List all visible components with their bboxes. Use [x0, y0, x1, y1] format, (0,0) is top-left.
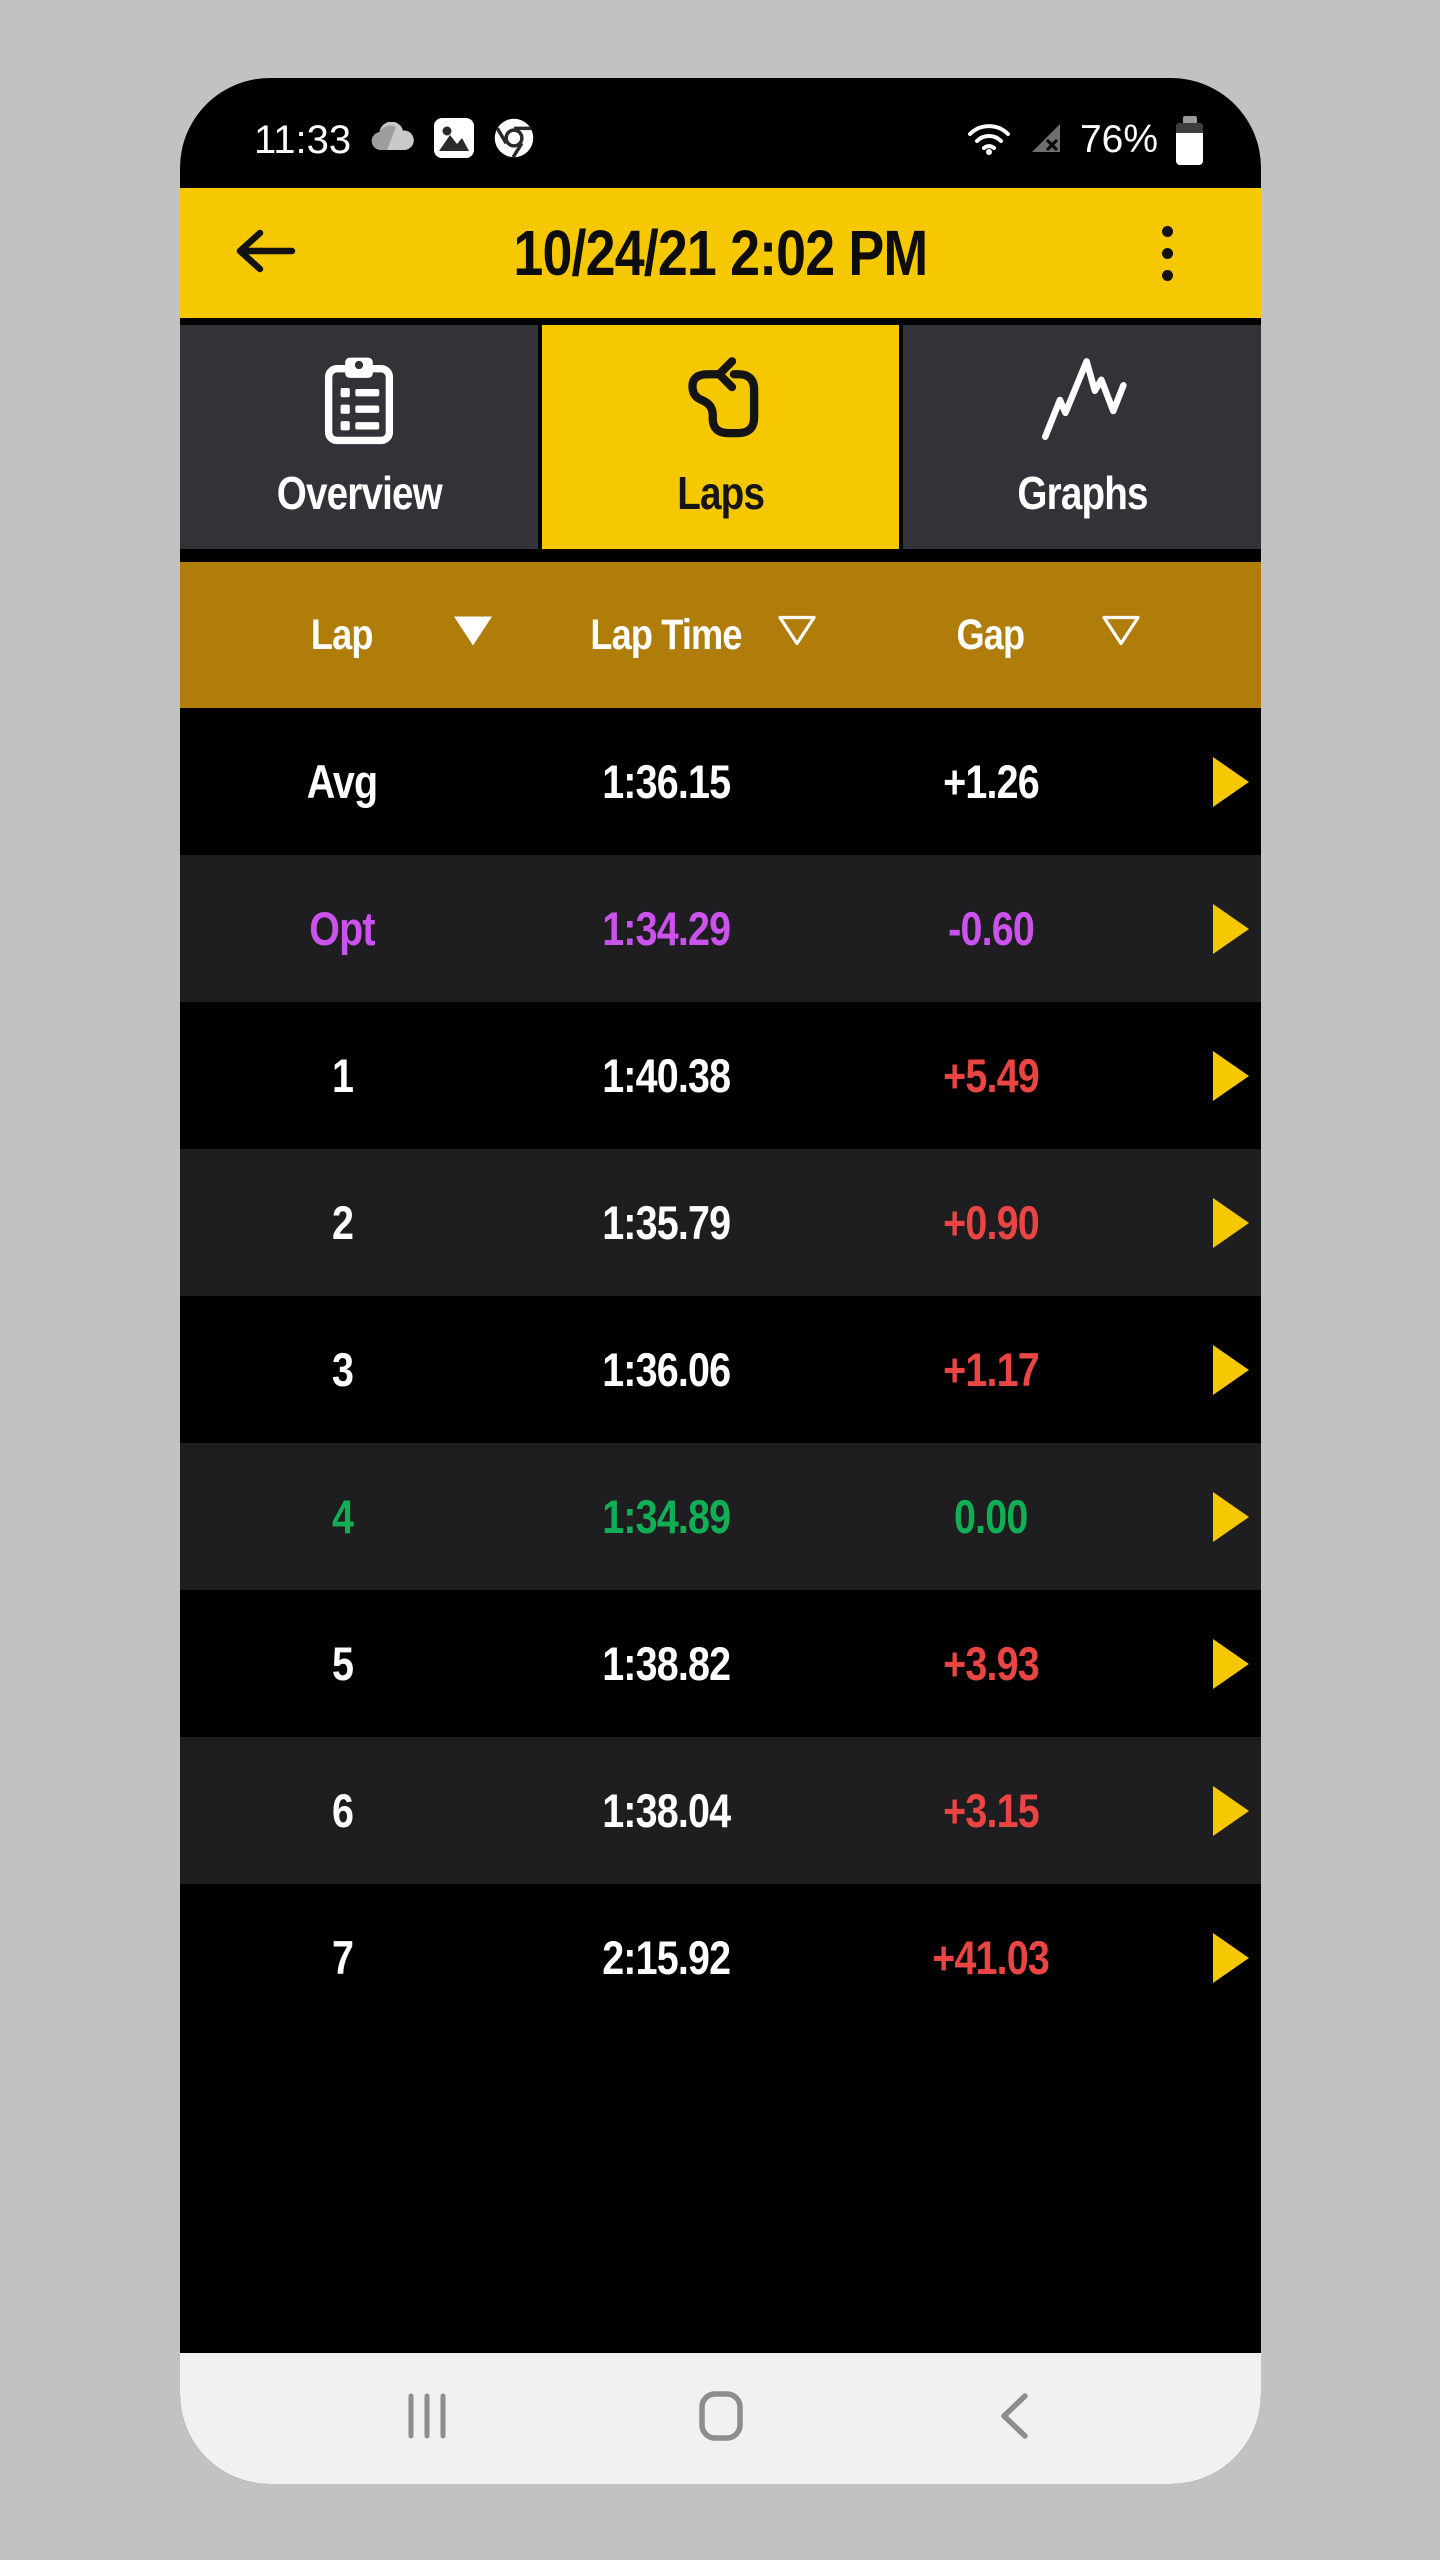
lap-label: 3 — [331, 1343, 354, 1396]
table-row-1[interactable]: 1 1:40.38 +5.49 — [180, 1002, 1261, 1149]
no-cell-signal-icon — [1030, 122, 1062, 159]
gap-value: +0.90 — [942, 1196, 1040, 1249]
gap-value: +41.03 — [932, 1931, 1050, 1984]
lap-time-value: 1:35.79 — [602, 1196, 731, 1249]
tab-label: Graphs — [1017, 467, 1148, 519]
sort-triangle-outline-icon — [1099, 611, 1143, 660]
recents-icon — [403, 2392, 451, 2445]
tab-graphs[interactable]: Graphs — [903, 325, 1261, 549]
lap-label: Avg — [306, 755, 378, 808]
table-row-2[interactable]: 2 1:35.79 +0.90 — [180, 1149, 1261, 1296]
lap-time-value: 1:38.82 — [602, 1637, 731, 1690]
gap-value: +1.26 — [942, 755, 1040, 808]
back-icon — [997, 2391, 1031, 2446]
back-arrow-icon — [232, 226, 298, 281]
play-triangle-icon[interactable] — [1212, 1197, 1249, 1248]
lap-time-value: 1:38.04 — [602, 1784, 731, 1837]
phone-screen: 11:33 — [180, 78, 1261, 2484]
gap-value: +3.93 — [942, 1637, 1040, 1690]
tab-label: Laps — [677, 467, 765, 519]
table-row-3[interactable]: 3 1:36.06 +1.17 — [180, 1296, 1261, 1443]
tab-bar: Overview Laps Graphs — [180, 325, 1261, 549]
gap-value: 0.00 — [953, 1490, 1028, 1543]
play-triangle-icon[interactable] — [1212, 1491, 1249, 1542]
lap-time-value: 1:34.89 — [602, 1490, 731, 1543]
photos-icon — [433, 117, 475, 164]
table-row-6[interactable]: 6 1:38.04 +3.15 — [180, 1737, 1261, 1884]
tab-label: Overview — [276, 467, 442, 519]
lap-time-value: 2:15.92 — [602, 1931, 731, 1984]
page-title: 10/24/21 2:02 PM — [513, 217, 929, 289]
divider — [180, 549, 1261, 562]
sort-triangle-outline-icon — [775, 611, 819, 660]
table-row-7[interactable]: 7 2:15.92 +41.03 — [180, 1884, 1261, 2031]
column-header-gap[interactable]: Gap — [829, 562, 1153, 708]
gap-value: +3.15 — [942, 1784, 1040, 1837]
lap-table-header: Lap Lap Time Gap — [180, 562, 1261, 708]
recents-button[interactable] — [392, 2353, 462, 2484]
status-bar: 11:33 — [180, 78, 1261, 188]
play-triangle-icon[interactable] — [1212, 756, 1249, 807]
lap-label: Opt — [309, 902, 375, 955]
gap-value: +1.17 — [942, 1343, 1040, 1396]
lap-label: 1 — [331, 1049, 354, 1102]
column-header-lap-time[interactable]: Lap Time — [504, 562, 828, 708]
overflow-menu-button[interactable] — [1091, 188, 1261, 318]
gap-value: -0.60 — [947, 902, 1035, 955]
sort-triangle-filled-icon — [451, 611, 495, 660]
overflow-menu-icon — [1161, 225, 1173, 237]
play-triangle-icon[interactable] — [1212, 1638, 1249, 1689]
lap-loop-icon — [673, 354, 769, 446]
divider — [180, 318, 1261, 325]
lap-label: 4 — [331, 1490, 354, 1543]
app-bar: 10/24/21 2:02 PM — [180, 188, 1261, 318]
chrome-icon — [493, 117, 535, 164]
table-row-avg[interactable]: Avg 1:36.15 +1.26 — [180, 708, 1261, 855]
lap-time-value: 1:36.06 — [602, 1343, 731, 1396]
home-icon — [698, 2390, 744, 2447]
status-time: 11:33 — [254, 117, 352, 162]
lap-time-value: 1:34.29 — [602, 902, 731, 955]
play-triangle-icon[interactable] — [1212, 1050, 1249, 1101]
gap-value: +5.49 — [942, 1049, 1040, 1102]
lap-time-value: 1:36.15 — [602, 755, 731, 808]
lap-label: 5 — [331, 1637, 354, 1690]
play-triangle-icon[interactable] — [1212, 903, 1249, 954]
android-nav-bar — [180, 2353, 1261, 2484]
nav-back-button[interactable] — [979, 2353, 1049, 2484]
lap-table-body: Avg 1:36.15 +1.26 Opt 1:34.29 -0.60 1 1:… — [180, 708, 1261, 2353]
table-row-opt[interactable]: Opt 1:34.29 -0.60 — [180, 855, 1261, 1002]
back-button[interactable] — [180, 188, 350, 318]
play-triangle-icon[interactable] — [1212, 1932, 1249, 1983]
tab-laps[interactable]: Laps — [541, 325, 900, 549]
table-row-5[interactable]: 5 1:38.82 +3.93 — [180, 1590, 1261, 1737]
play-triangle-icon[interactable] — [1212, 1785, 1249, 1836]
battery-icon — [1176, 115, 1203, 165]
lap-label: 6 — [331, 1784, 354, 1837]
clipboard-list-icon — [317, 354, 401, 446]
wifi-icon — [966, 120, 1012, 161]
line-graph-icon — [1034, 354, 1130, 446]
lap-label: 7 — [331, 1931, 354, 1984]
lap-time-value: 1:40.38 — [602, 1049, 731, 1102]
tab-overview[interactable]: Overview — [180, 325, 538, 549]
onedrive-cloud-icon — [369, 121, 415, 159]
lap-label: 2 — [331, 1196, 354, 1249]
home-button[interactable] — [686, 2353, 756, 2484]
play-triangle-icon[interactable] — [1212, 1344, 1249, 1395]
table-row-4[interactable]: 4 1:34.89 0.00 — [180, 1443, 1261, 1590]
column-header-lap[interactable]: Lap — [180, 562, 504, 708]
battery-percent: 76% — [1079, 118, 1158, 161]
